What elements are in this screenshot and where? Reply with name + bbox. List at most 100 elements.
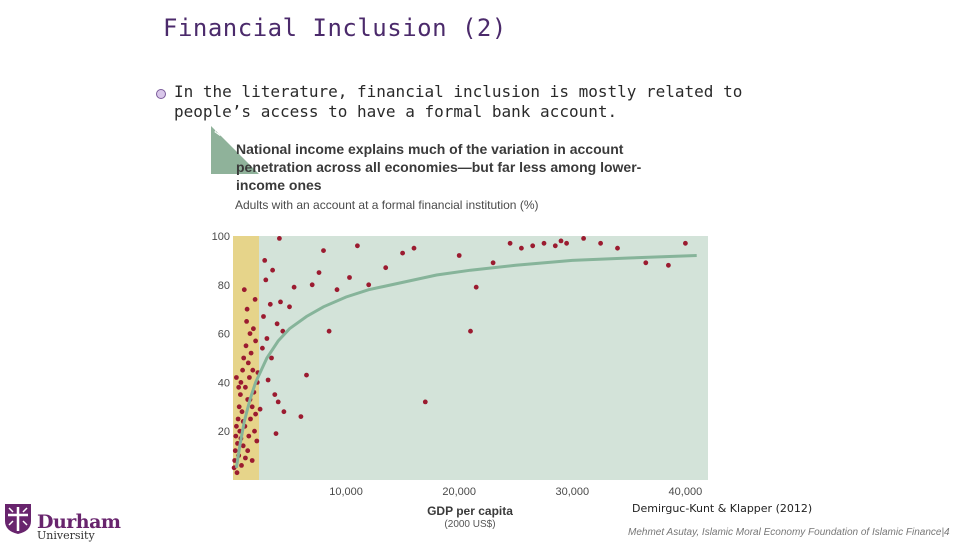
data-point — [260, 345, 265, 351]
data-point — [250, 367, 256, 373]
data-point — [243, 455, 248, 461]
data-point — [252, 428, 257, 434]
data-point — [269, 355, 274, 361]
data-point — [238, 392, 243, 397]
y-tick-label: 80 — [218, 280, 230, 292]
data-point — [272, 392, 278, 397]
data-point — [456, 253, 462, 258]
data-point — [253, 338, 258, 344]
data-point — [261, 314, 266, 319]
data-point — [309, 282, 315, 288]
data-point — [273, 431, 279, 436]
data-point — [530, 243, 536, 249]
data-point — [316, 270, 322, 275]
data-point — [422, 399, 428, 405]
data-point — [238, 380, 244, 385]
data-point — [234, 470, 240, 476]
data-point — [383, 265, 389, 271]
data-point — [240, 367, 245, 373]
y-tick-label: 20 — [218, 426, 230, 438]
data-point — [270, 267, 275, 273]
data-point — [541, 240, 547, 246]
data-point — [249, 404, 255, 410]
fit-line — [234, 254, 697, 469]
data-point — [519, 245, 524, 251]
data-point — [411, 245, 417, 251]
x-tick-label: 10,000 — [329, 486, 363, 498]
y-axis: 20 40 60 80 100 — [212, 231, 230, 438]
data-point — [241, 287, 247, 293]
data-point — [275, 399, 281, 405]
data-point — [236, 384, 242, 390]
data-point — [239, 409, 245, 415]
y-tick-label: 40 — [218, 377, 230, 389]
logo-subtitle: University — [37, 529, 95, 542]
data-point — [234, 375, 239, 380]
data-point — [468, 328, 473, 334]
plot-background — [233, 236, 708, 480]
bullet-text: In the literature, financial inclusion i… — [174, 82, 743, 121]
figure-tab — [211, 126, 259, 174]
data-point — [291, 284, 297, 290]
citation: Demirguc-Kunt & Klapper (2012) — [632, 502, 813, 515]
data-point — [244, 319, 249, 324]
data-point — [247, 331, 253, 336]
data-point — [241, 355, 247, 361]
data-point — [257, 406, 263, 412]
data-point — [490, 260, 496, 266]
data-point — [248, 416, 253, 422]
data-point — [683, 240, 688, 246]
bullet-icon — [156, 89, 166, 99]
data-point — [326, 328, 332, 334]
data-point — [265, 377, 271, 383]
data-point — [267, 301, 273, 307]
data-point — [274, 321, 280, 327]
data-point — [253, 411, 258, 417]
data-point — [666, 262, 671, 268]
x-tick-label: 40,000 — [669, 486, 703, 498]
data-point — [507, 240, 513, 246]
data-point — [232, 448, 238, 454]
data-points — [231, 236, 688, 476]
data-point — [251, 326, 256, 332]
data-point — [246, 433, 252, 439]
data-point — [239, 463, 244, 468]
x-axis-sublabel: (2000 US$) — [444, 519, 495, 530]
data-point — [355, 243, 360, 249]
data-point — [248, 350, 254, 356]
x-tick-label: 30,000 — [555, 486, 589, 498]
bullet-item: In the literature, financial inclusion i… — [156, 82, 796, 122]
y-tick-label: 60 — [218, 329, 230, 341]
data-point — [552, 243, 558, 249]
data-point — [581, 236, 586, 241]
figure-heading: National income explains much of the var… — [236, 141, 642, 193]
data-point — [245, 448, 251, 454]
data-point — [321, 248, 326, 253]
data-point — [304, 372, 309, 378]
data-point — [247, 375, 252, 380]
data-point — [400, 250, 405, 256]
data-point — [234, 423, 239, 429]
x-axis: 10,000 20,000 30,000 40,000 — [329, 486, 702, 498]
shield-icon — [5, 504, 31, 534]
data-point — [233, 433, 239, 439]
x-tick-label: 20,000 — [442, 486, 476, 498]
data-point — [262, 258, 268, 263]
university-logo: Durham University — [4, 503, 124, 542]
data-point — [643, 260, 649, 266]
data-point — [244, 306, 250, 312]
data-point — [277, 236, 282, 241]
footer-text: Mehmet Asutay, Islamic Moral Economy Fou… — [628, 527, 950, 538]
data-point — [287, 304, 292, 310]
data-point — [263, 277, 269, 283]
figure-subtitle: Adults with an account at a formal finan… — [235, 198, 539, 212]
data-point — [347, 275, 352, 280]
data-point — [558, 238, 564, 244]
data-point — [334, 287, 340, 293]
data-point — [240, 443, 246, 449]
data-point — [615, 245, 620, 251]
data-point — [243, 384, 248, 390]
data-point — [598, 240, 603, 246]
data-point — [243, 343, 249, 349]
x-axis-label: GDP per capita — [427, 504, 513, 518]
